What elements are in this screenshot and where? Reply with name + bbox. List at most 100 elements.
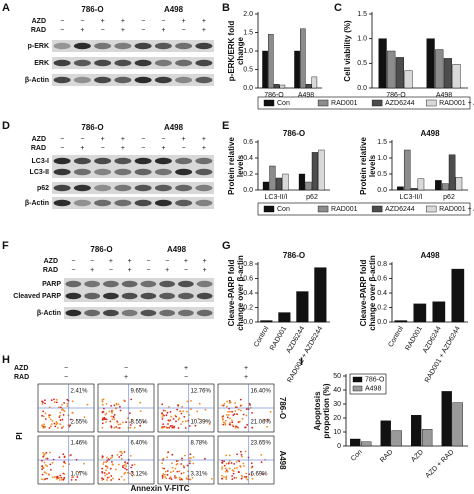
blot-strip [64,278,214,290]
bar: AZD6244 [305,84,312,89]
flow-dot [234,402,237,404]
y-axis-label: Cleave-PARP fold [227,259,236,326]
flow-dot [177,460,179,462]
flow-dot [228,460,231,462]
flow-dot [110,415,113,418]
flow-dot [111,411,113,414]
flow-dot [171,425,173,427]
flow-dot [118,456,121,458]
x-tick-label: RAD001 + AZD6244 [424,325,462,384]
flow-dot [225,454,228,457]
flow-dot [61,478,63,481]
treatment-sign: + [202,136,206,143]
treatment-sign: − [161,136,165,143]
band [195,168,213,176]
treatment-label: RAD [31,145,46,152]
flow-dot [225,469,228,472]
flow-dot [44,399,46,402]
bar [361,441,372,447]
flow-dot [105,403,108,405]
flow-dot [119,450,121,453]
flow-dot [63,460,66,463]
flow-dot [173,426,175,429]
flow-dot [101,400,104,403]
flow-dot [184,427,187,429]
flow-dot [129,455,132,457]
flow-dot [189,453,192,456]
bar [443,58,452,89]
bar [413,303,427,323]
flow-dot [237,427,240,429]
flow-dot [166,473,169,476]
bar [455,176,463,191]
band [73,168,91,176]
treatment-sign: + [101,136,105,143]
band [195,199,213,207]
flow-dot [113,427,116,429]
flow-dot [106,479,108,481]
band [53,157,71,165]
flow-dot [169,411,172,413]
legend-swatch [352,376,363,383]
band-label: LC3-II [30,169,50,176]
flow-dot [228,454,231,457]
quadrant-percent: 21.06% [250,420,271,426]
flow-dot [128,412,131,415]
band [73,59,91,67]
flow-dot [182,410,185,413]
flow-dot [228,400,231,402]
flow-dot [123,451,126,453]
flow-dot [251,465,254,468]
band [134,42,152,50]
flow-dot [242,413,245,416]
flow-dot [236,453,239,456]
flow-dot [181,457,183,460]
flow-dot [57,427,59,429]
bar [260,320,273,323]
treatment-sign: − [60,136,64,143]
flow-dot [105,469,107,472]
panel-letter: A [2,2,10,14]
flow-dot [165,477,168,480]
flow-dot [179,410,182,413]
flow-dot [53,401,56,404]
flow-dot [192,462,195,465]
panel-letter: I [300,356,303,368]
band [94,59,112,67]
blot-strip [52,182,214,194]
flow-dot [120,475,123,478]
quadrant-percent: 6.69% [250,472,268,478]
flow-dot [44,425,46,428]
flow-dot [251,426,254,429]
flow-dot [50,399,53,402]
flow-dot [165,414,168,417]
flow-dot [109,457,112,460]
treatment-sign: + [161,27,165,34]
flow-dot [45,457,47,460]
quadrant-percent: 8.55% [130,420,148,426]
flow-dot [181,420,184,423]
blot-strip [52,74,214,86]
flow-dot [242,462,245,465]
flow-dot [244,450,247,453]
flow-dot [58,456,61,459]
band [196,280,213,288]
flow-dot [49,425,52,428]
x-tick-label: Control [387,325,405,348]
flow-dot [71,411,74,414]
flow-dot [122,466,124,469]
legend-label: Con [277,206,290,213]
flow-dot [123,479,126,481]
flow-dot [246,423,249,426]
legend-label: Con [277,100,290,107]
flow-dot [48,416,51,419]
flow-dot [171,453,174,456]
quadrant-percent: 8.78% [190,441,208,447]
treatment-sign: − [141,136,145,143]
flow-dot [229,422,232,424]
y-tick-label: 0.6 [243,275,253,282]
y-tick-label: 0.4 [243,290,253,297]
flow-dot [112,415,115,418]
flow-dot [186,410,188,413]
flow-dot [120,450,123,453]
